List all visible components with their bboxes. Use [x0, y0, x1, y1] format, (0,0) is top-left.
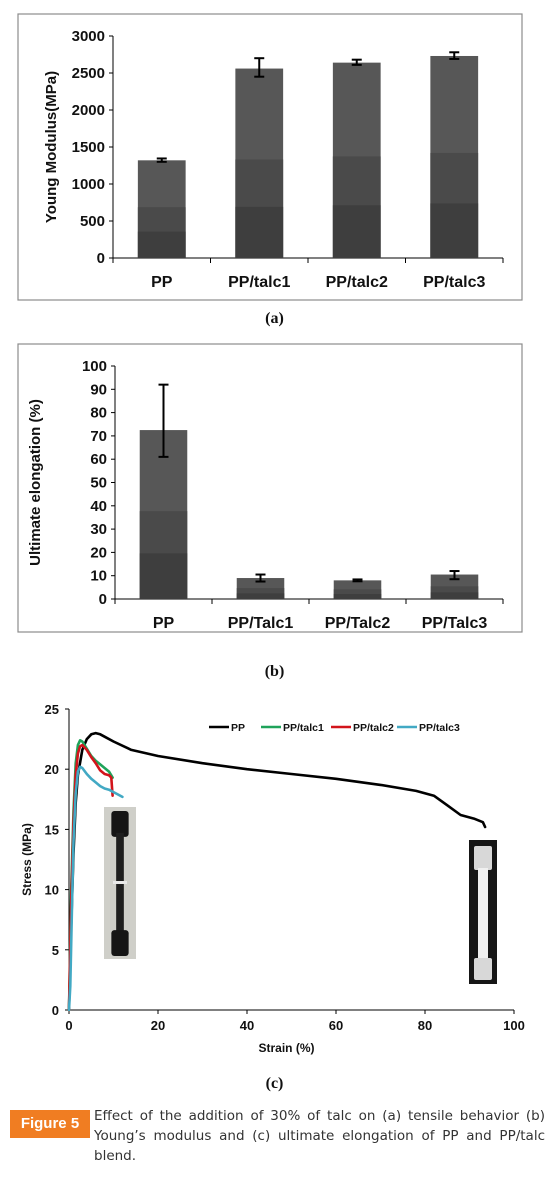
- y-tick-label: 2000: [72, 102, 105, 119]
- y-tick-label: 3000: [72, 28, 105, 45]
- x-tick-label: 100: [503, 1018, 525, 1033]
- caption-text: Effect of the addition of 30% of talc on…: [94, 1108, 545, 1164]
- panel-label-b: (b): [264, 663, 285, 680]
- bar-shade: [332, 205, 381, 258]
- ultimate-elongation-chart: 0 10 20 30 40 50 60 70 80 90 100 PP PP/Talc1 PP/Talc2…: [17, 343, 523, 633]
- y-tick-label: 25: [45, 702, 59, 717]
- legend-label: PP/talc3: [419, 722, 460, 734]
- panel-label-a: (a): [265, 310, 284, 327]
- bar-shade: [430, 203, 479, 258]
- legend-label: PP/talc2: [353, 722, 394, 734]
- y-tick-label: 500: [80, 213, 105, 230]
- specimen-grip: [474, 846, 492, 870]
- legend-label: PP: [231, 722, 245, 734]
- x-tick-label: 0: [65, 1018, 72, 1033]
- category-label: PP/talc3: [423, 274, 485, 291]
- bar-shade: [139, 553, 188, 599]
- y-axis-title: Ultimate elongation (%): [27, 399, 44, 566]
- category-label: PP/Talc1: [228, 615, 294, 632]
- y-tick-label: 2500: [72, 65, 105, 82]
- y-tick-label: 30: [90, 521, 107, 538]
- bar-1: [139, 430, 188, 599]
- y-tick-label: 60: [90, 451, 107, 468]
- bar-2: [236, 578, 285, 599]
- chart-b: 0 10 20 30 40 50 60 70 80 90 100 PP PP/Talc1 PP/Talc2…: [0, 340, 549, 640]
- fracture-line: [113, 881, 127, 884]
- bar-3: [333, 580, 382, 599]
- category-label: PP/Talc3: [422, 615, 488, 632]
- y-tick-label: 10: [45, 883, 59, 898]
- specimen-grip: [474, 958, 492, 980]
- y-tick-label: 20: [45, 762, 59, 777]
- y-tick-label: 0: [97, 250, 105, 267]
- y-axis-title: Young Modulus(MPa): [43, 71, 60, 223]
- category-label: PP: [151, 274, 173, 291]
- bar-shade: [333, 593, 382, 599]
- legend-label: PP/talc1: [283, 722, 324, 734]
- bar-shade: [236, 593, 285, 599]
- specimen-grip: [111, 930, 129, 956]
- figure-badge: Figure 5: [10, 1110, 90, 1138]
- y-tick-label: 0: [52, 1003, 59, 1018]
- specimen-neck: [478, 868, 488, 960]
- y-tick-label: 90: [90, 381, 107, 398]
- y-tick-label: 1500: [72, 139, 105, 156]
- stress-strain-chart: 0 5 10 15 20 25 0 20 40 60 80 100 Strain (%) Stress (…: [20, 702, 525, 1055]
- y-tick-label: 20: [90, 544, 107, 561]
- category-label: PP/Talc2: [325, 615, 391, 632]
- bar-4: [430, 55, 479, 259]
- category-label: PP: [153, 615, 175, 632]
- bar-shade: [235, 206, 284, 258]
- x-tick-label: 60: [329, 1018, 343, 1033]
- category-label: PP/talc2: [326, 274, 388, 291]
- y-tick-label: 0: [99, 591, 107, 608]
- y-tick-label: 70: [90, 428, 107, 445]
- bar-shade: [430, 592, 479, 599]
- specimen-grip: [111, 811, 129, 837]
- y-tick-label: 40: [90, 498, 107, 515]
- panel-label-c: (c): [265, 1075, 284, 1092]
- bar-2: [235, 68, 284, 258]
- young-modulus-chart: 0 500 1000 1500 2000 2500 3000 PP PP/talc1 PP/tal…: [17, 13, 523, 301]
- y-tick-label: 1000: [72, 176, 105, 193]
- y-tick-label: 10: [90, 568, 107, 585]
- x-axis-title: Strain (%): [258, 1041, 314, 1055]
- y-tick-label: 15: [45, 822, 59, 837]
- x-tick-label: 20: [151, 1018, 165, 1033]
- chart-c: 0 5 10 15 20 25 0 20 40 60 80 100 Strain (%) Stress (…: [0, 690, 549, 1075]
- chart-a: 0 500 1000 1500 2000 2500 3000 PP PP/talc1 PP/tal…: [0, 0, 549, 301]
- y-tick-label: 5: [52, 943, 59, 958]
- category-label: PP/talc1: [228, 274, 290, 291]
- x-tick-label: 80: [418, 1018, 432, 1033]
- y-tick-label: 80: [90, 405, 107, 422]
- x-tick-label: 40: [240, 1018, 254, 1033]
- bar-3: [332, 62, 381, 258]
- bar-1: [137, 160, 186, 258]
- specimen-photo-talc: [104, 807, 136, 959]
- bar-shade: [137, 231, 186, 258]
- y-axis-title: Stress (MPa): [20, 823, 34, 896]
- y-tick-label: 100: [82, 358, 107, 375]
- y-tick-label: 50: [90, 475, 107, 492]
- series-line-4: [67, 765, 124, 1012]
